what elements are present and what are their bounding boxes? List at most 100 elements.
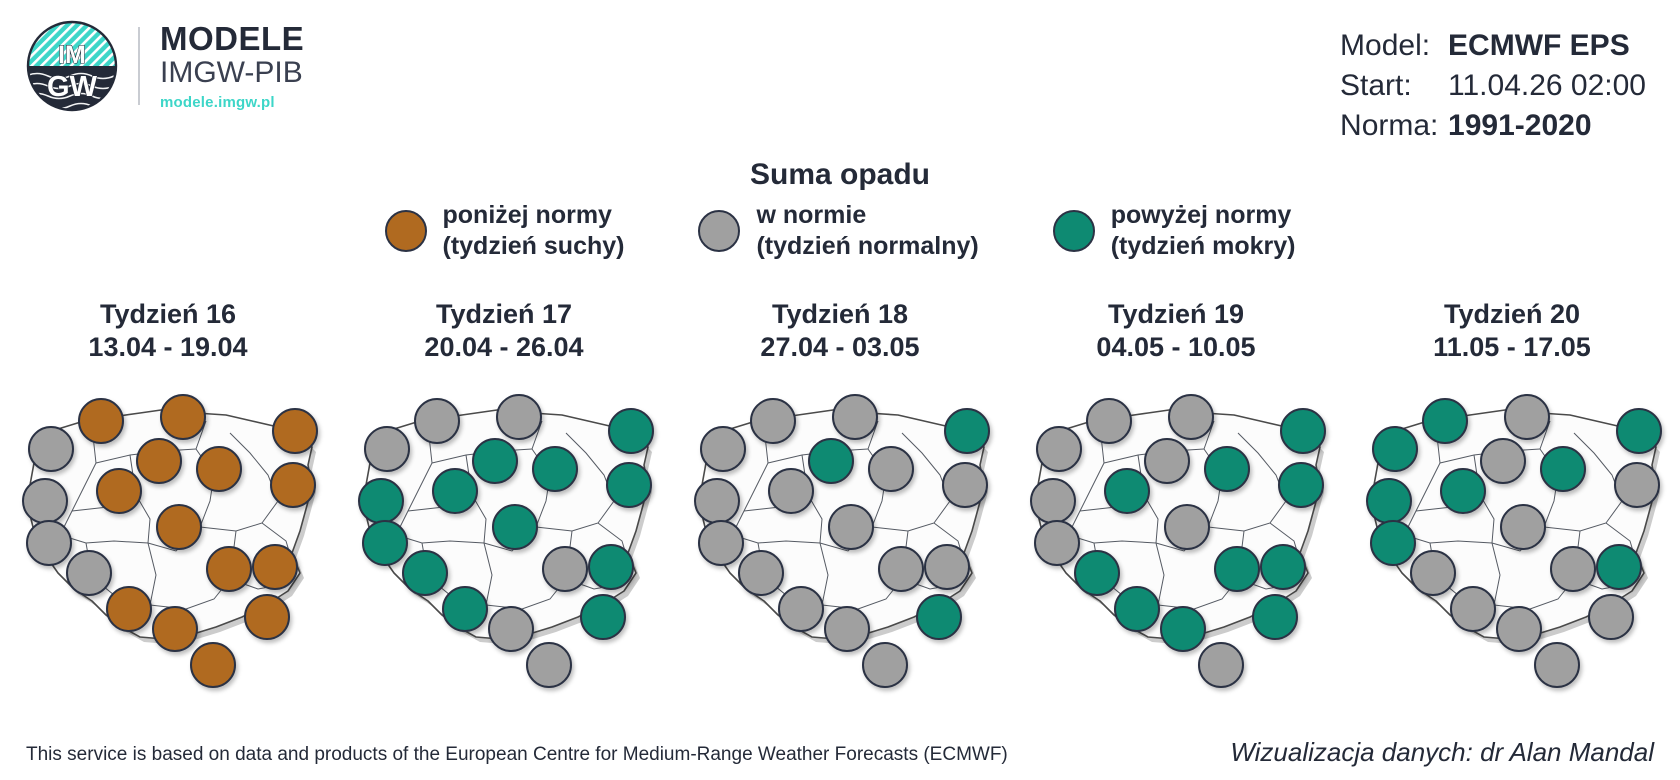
- region-dot[interactable]: [1616, 408, 1662, 454]
- legend-item-normal[interactable]: w normie (tydzień normalny): [698, 200, 979, 261]
- region-dot[interactable]: [1440, 468, 1486, 514]
- region-dot[interactable]: [252, 544, 298, 590]
- region-dot[interactable]: [152, 606, 198, 652]
- chart-title: Suma opadu: [749, 158, 930, 191]
- region-dot[interactable]: [1534, 642, 1580, 688]
- region-dot[interactable]: [358, 478, 404, 524]
- week-date-range: 20.04 - 26.04: [424, 331, 584, 362]
- region-dot[interactable]: [1198, 642, 1244, 688]
- region-dot[interactable]: [916, 594, 962, 640]
- region-dot[interactable]: [1450, 586, 1496, 632]
- region-dot[interactable]: [1144, 438, 1190, 484]
- region-dot[interactable]: [1104, 468, 1150, 514]
- region-dot[interactable]: [1422, 398, 1468, 444]
- region-dot[interactable]: [942, 462, 988, 508]
- region-dot[interactable]: [1366, 478, 1412, 524]
- region-dot[interactable]: [244, 594, 290, 640]
- region-dot[interactable]: [272, 408, 318, 454]
- region-dot[interactable]: [1114, 586, 1160, 632]
- region-dot[interactable]: [738, 550, 784, 596]
- week-date-range: 04.05 - 10.05: [1096, 331, 1256, 362]
- region-dot[interactable]: [1370, 520, 1416, 566]
- region-dot[interactable]: [808, 438, 854, 484]
- region-dot[interactable]: [542, 546, 588, 592]
- region-dot[interactable]: [66, 550, 112, 596]
- region-dot[interactable]: [1280, 408, 1326, 454]
- region-dot[interactable]: [1410, 550, 1456, 596]
- region-dot[interactable]: [768, 468, 814, 514]
- region-dot[interactable]: [824, 606, 870, 652]
- region-dot[interactable]: [1204, 446, 1250, 492]
- region-dot[interactable]: [1252, 594, 1298, 640]
- region-dot[interactable]: [1540, 446, 1586, 492]
- region-dot[interactable]: [698, 520, 744, 566]
- region-dot[interactable]: [364, 426, 410, 472]
- region-dot[interactable]: [700, 426, 746, 472]
- region-dot[interactable]: [1500, 504, 1546, 550]
- region-dot[interactable]: [868, 446, 914, 492]
- region-dot[interactable]: [1034, 520, 1080, 566]
- region-dot[interactable]: [1278, 462, 1324, 508]
- region-dot[interactable]: [1168, 394, 1214, 440]
- brand-divider: [138, 27, 140, 105]
- legend-item-below[interactable]: poniżej normy (tydzień suchy): [384, 200, 624, 261]
- region-dot[interactable]: [136, 438, 182, 484]
- region-dot[interactable]: [28, 426, 74, 472]
- region-dot[interactable]: [472, 438, 518, 484]
- region-dot[interactable]: [694, 478, 740, 524]
- brand-title: MODELE: [160, 20, 305, 57]
- brand-subtitle: IMGW-PIB: [160, 56, 303, 89]
- region-dot[interactable]: [1214, 546, 1260, 592]
- region-dot[interactable]: [1596, 544, 1642, 590]
- region-dot[interactable]: [1614, 462, 1660, 508]
- region-dot[interactable]: [580, 594, 626, 640]
- region-dot[interactable]: [878, 546, 924, 592]
- region-dot[interactable]: [924, 544, 970, 590]
- region-dot[interactable]: [414, 398, 460, 444]
- region-dot[interactable]: [160, 394, 206, 440]
- region-dot[interactable]: [488, 606, 534, 652]
- region-dot[interactable]: [1588, 594, 1634, 640]
- region-dot[interactable]: [402, 550, 448, 596]
- region-dot[interactable]: [588, 544, 634, 590]
- region-dot[interactable]: [26, 520, 72, 566]
- region-dot[interactable]: [1496, 606, 1542, 652]
- region-dot[interactable]: [442, 586, 488, 632]
- region-dot[interactable]: [832, 394, 878, 440]
- region-dot[interactable]: [196, 446, 242, 492]
- region-dot[interactable]: [828, 504, 874, 550]
- region-dot[interactable]: [270, 462, 316, 508]
- region-dot[interactable]: [106, 586, 152, 632]
- region-dot[interactable]: [606, 462, 652, 508]
- region-dot[interactable]: [1480, 438, 1526, 484]
- region-dot[interactable]: [492, 504, 538, 550]
- region-dot[interactable]: [1504, 394, 1550, 440]
- region-dot[interactable]: [778, 586, 824, 632]
- region-dot[interactable]: [1260, 544, 1306, 590]
- region-dot[interactable]: [206, 546, 252, 592]
- region-dot[interactable]: [96, 468, 142, 514]
- region-dot[interactable]: [190, 642, 236, 688]
- region-dot[interactable]: [432, 468, 478, 514]
- region-dot[interactable]: [496, 394, 542, 440]
- region-dot[interactable]: [750, 398, 796, 444]
- region-dot[interactable]: [1074, 550, 1120, 596]
- region-dot[interactable]: [362, 520, 408, 566]
- region-dot[interactable]: [156, 504, 202, 550]
- region-dot[interactable]: [1372, 426, 1418, 472]
- region-dot[interactable]: [1086, 398, 1132, 444]
- brand-website-link[interactable]: modele.imgw.pl: [160, 94, 275, 111]
- region-dot[interactable]: [532, 446, 578, 492]
- region-dot[interactable]: [1036, 426, 1082, 472]
- region-dot[interactable]: [1164, 504, 1210, 550]
- region-dot[interactable]: [608, 408, 654, 454]
- legend-item-above[interactable]: powyżej normy (tydzień mokry): [1052, 200, 1296, 261]
- region-dot[interactable]: [1030, 478, 1076, 524]
- region-dot[interactable]: [862, 642, 908, 688]
- region-dot[interactable]: [22, 478, 68, 524]
- region-dot[interactable]: [78, 398, 124, 444]
- region-dot[interactable]: [1550, 546, 1596, 592]
- region-dot[interactable]: [944, 408, 990, 454]
- region-dot[interactable]: [526, 642, 572, 688]
- region-dot[interactable]: [1160, 606, 1206, 652]
